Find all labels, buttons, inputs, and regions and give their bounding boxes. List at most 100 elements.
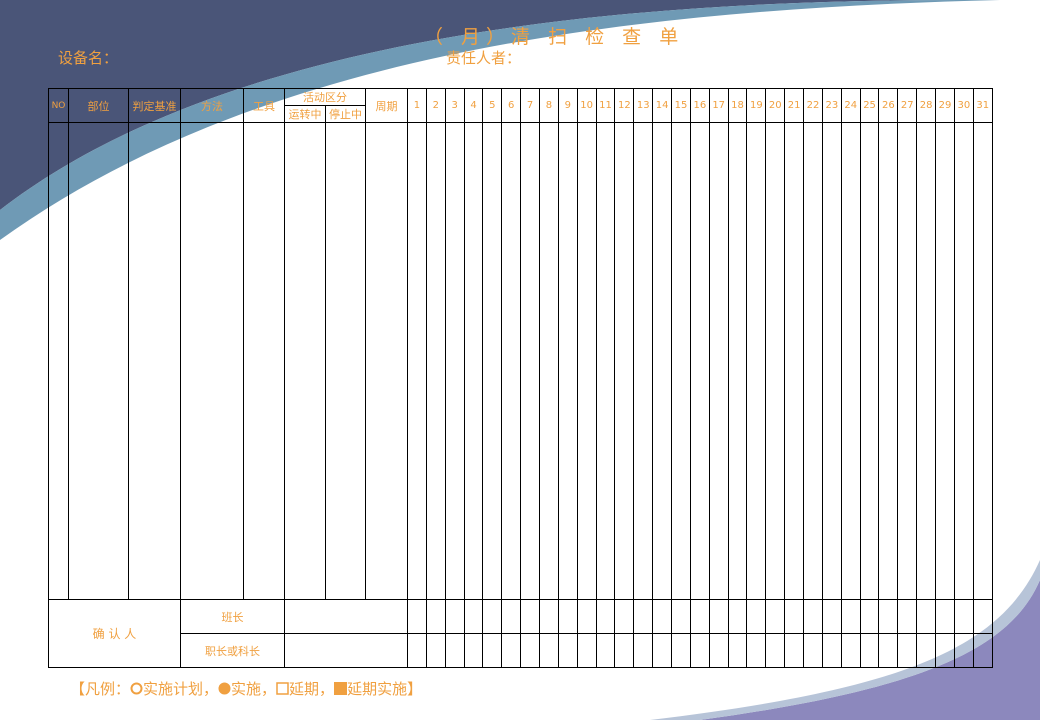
day-cell-10[interactable]: [576, 599, 597, 634]
day-cell-12[interactable]: [614, 599, 635, 634]
day-cell-10[interactable]: [576, 122, 597, 600]
day-cell-12[interactable]: [614, 633, 635, 668]
day-cell-26[interactable]: [878, 599, 899, 634]
day-cell-13[interactable]: [633, 122, 654, 600]
day-cell-23[interactable]: [821, 599, 842, 634]
cell[interactable]: [68, 122, 129, 600]
day-cell-1[interactable]: [407, 122, 427, 600]
day-cell-17[interactable]: [708, 633, 729, 668]
day-cell-5[interactable]: [482, 122, 503, 600]
day-cell-9[interactable]: [557, 633, 578, 668]
day-cell-14[interactable]: [652, 599, 673, 634]
day-cell-21[interactable]: [784, 599, 805, 634]
day-cell-14[interactable]: [652, 122, 673, 600]
leader-signature-cell[interactable]: [284, 599, 408, 634]
day-cell-25[interactable]: [859, 599, 880, 634]
day-cell-15[interactable]: [671, 633, 691, 668]
day-cell-20[interactable]: [765, 633, 786, 668]
day-cell-16[interactable]: [689, 633, 710, 668]
day-cell-19[interactable]: [746, 599, 767, 634]
day-cell-30[interactable]: [953, 599, 974, 634]
day-cell-4[interactable]: [463, 599, 484, 634]
day-cell-4[interactable]: [463, 633, 484, 668]
day-cell-30[interactable]: [953, 122, 974, 600]
day-cell-13[interactable]: [633, 633, 654, 668]
day-cell-3[interactable]: [444, 122, 465, 600]
day-cell-28[interactable]: [916, 122, 937, 600]
day-cell-18[interactable]: [727, 633, 748, 668]
day-cell-22[interactable]: [803, 599, 823, 634]
day-cell-17[interactable]: [708, 122, 729, 600]
day-cell-1[interactable]: [407, 633, 427, 668]
day-cell-10[interactable]: [576, 633, 597, 668]
cell[interactable]: [48, 122, 69, 600]
day-cell-19[interactable]: [746, 633, 767, 668]
day-cell-6[interactable]: [501, 122, 522, 600]
day-cell-6[interactable]: [501, 633, 522, 668]
day-cell-2[interactable]: [425, 599, 446, 634]
day-cell-3[interactable]: [444, 633, 465, 668]
day-cell-26[interactable]: [878, 633, 899, 668]
day-cell-28[interactable]: [916, 599, 937, 634]
day-cell-12[interactable]: [614, 122, 635, 600]
day-cell-5[interactable]: [482, 599, 503, 634]
day-cell-18[interactable]: [727, 122, 748, 600]
day-cell-19[interactable]: [746, 122, 767, 600]
day-cell-13[interactable]: [633, 599, 654, 634]
day-cell-4[interactable]: [463, 122, 484, 600]
day-cell-27[interactable]: [897, 633, 918, 668]
day-cell-24[interactable]: [840, 599, 861, 634]
day-cell-24[interactable]: [840, 633, 861, 668]
day-cell-21[interactable]: [784, 122, 805, 600]
day-cell-15[interactable]: [671, 122, 691, 600]
day-cell-11[interactable]: [595, 122, 616, 600]
day-cell-20[interactable]: [765, 599, 786, 634]
cell[interactable]: [284, 122, 326, 600]
day-cell-5[interactable]: [482, 633, 503, 668]
day-cell-31[interactable]: [972, 633, 993, 668]
day-cell-30[interactable]: [953, 633, 974, 668]
day-cell-18[interactable]: [727, 599, 748, 634]
chief-signature-cell[interactable]: [284, 633, 408, 668]
day-cell-23[interactable]: [821, 122, 842, 600]
day-cell-25[interactable]: [859, 122, 880, 600]
cell[interactable]: [128, 122, 181, 600]
day-cell-31[interactable]: [972, 122, 993, 600]
day-cell-29[interactable]: [935, 633, 955, 668]
day-cell-17[interactable]: [708, 599, 729, 634]
day-cell-3[interactable]: [444, 599, 465, 634]
cell[interactable]: [325, 122, 366, 600]
day-cell-28[interactable]: [916, 633, 937, 668]
day-cell-29[interactable]: [935, 599, 955, 634]
day-cell-8[interactable]: [539, 633, 559, 668]
day-cell-16[interactable]: [689, 599, 710, 634]
day-cell-2[interactable]: [425, 633, 446, 668]
day-cell-14[interactable]: [652, 633, 673, 668]
day-cell-7[interactable]: [520, 599, 541, 634]
day-cell-20[interactable]: [765, 122, 786, 600]
day-cell-24[interactable]: [840, 122, 861, 600]
day-cell-26[interactable]: [878, 122, 899, 600]
day-cell-7[interactable]: [520, 633, 541, 668]
day-cell-1[interactable]: [407, 599, 427, 634]
day-cell-29[interactable]: [935, 122, 955, 600]
day-cell-15[interactable]: [671, 599, 691, 634]
day-cell-11[interactable]: [595, 633, 616, 668]
day-cell-27[interactable]: [897, 599, 918, 634]
day-cell-22[interactable]: [803, 633, 823, 668]
day-cell-2[interactable]: [425, 122, 446, 600]
cell[interactable]: [243, 122, 285, 600]
day-cell-8[interactable]: [539, 122, 559, 600]
day-cell-25[interactable]: [859, 633, 880, 668]
cell[interactable]: [365, 122, 408, 600]
day-cell-16[interactable]: [689, 122, 710, 600]
day-cell-21[interactable]: [784, 633, 805, 668]
day-cell-22[interactable]: [803, 122, 823, 600]
day-cell-11[interactable]: [595, 599, 616, 634]
day-cell-27[interactable]: [897, 122, 918, 600]
day-cell-9[interactable]: [557, 122, 578, 600]
day-cell-31[interactable]: [972, 599, 993, 634]
cell[interactable]: [180, 122, 244, 600]
day-cell-6[interactable]: [501, 599, 522, 634]
day-cell-23[interactable]: [821, 633, 842, 668]
